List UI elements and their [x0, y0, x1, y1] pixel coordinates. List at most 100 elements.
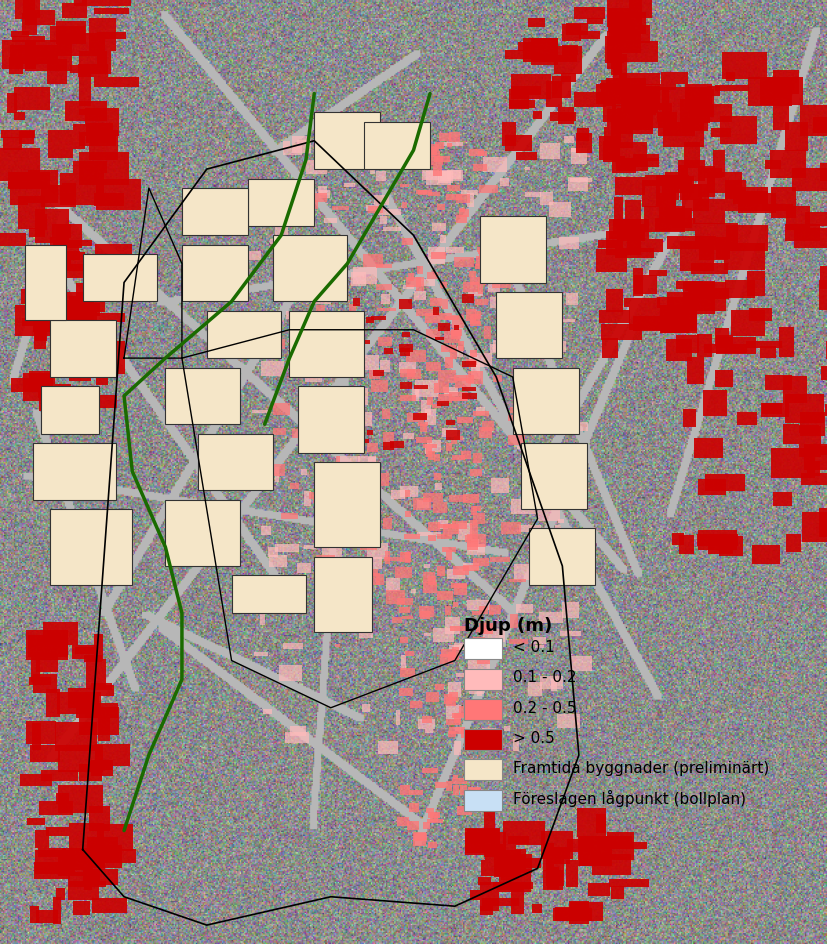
- Bar: [56, 252, 79, 261]
- Bar: [508, 435, 524, 446]
- Bar: [399, 185, 409, 188]
- Bar: [473, 412, 489, 416]
- Polygon shape: [33, 444, 116, 500]
- Polygon shape: [364, 123, 430, 170]
- Bar: [801, 513, 827, 542]
- Bar: [813, 118, 827, 134]
- Bar: [27, 818, 45, 825]
- Polygon shape: [314, 463, 380, 548]
- Bar: [428, 248, 445, 264]
- Bar: [338, 433, 361, 449]
- Bar: [447, 144, 452, 148]
- Bar: [290, 483, 299, 490]
- Bar: [397, 598, 413, 605]
- Bar: [698, 531, 737, 550]
- Bar: [463, 565, 479, 571]
- Bar: [428, 535, 436, 541]
- Bar: [625, 201, 641, 231]
- Bar: [473, 637, 485, 646]
- Bar: [467, 293, 483, 296]
- Bar: [533, 904, 542, 913]
- Bar: [12, 32, 30, 39]
- Bar: [504, 820, 545, 845]
- Bar: [375, 196, 389, 206]
- Bar: [382, 410, 390, 419]
- Bar: [371, 574, 380, 585]
- Bar: [316, 363, 328, 378]
- Bar: [557, 714, 581, 728]
- Bar: [476, 312, 481, 320]
- Polygon shape: [50, 321, 116, 378]
- Bar: [26, 11, 55, 25]
- Bar: [552, 538, 569, 546]
- Polygon shape: [182, 245, 248, 302]
- Bar: [94, 78, 139, 88]
- Bar: [446, 430, 460, 441]
- Bar: [785, 225, 820, 242]
- Bar: [519, 525, 542, 532]
- Bar: [462, 387, 476, 392]
- Bar: [284, 146, 302, 156]
- Bar: [292, 137, 311, 154]
- Bar: [454, 326, 460, 331]
- Bar: [418, 191, 432, 195]
- Bar: [715, 86, 749, 92]
- Bar: [301, 470, 307, 475]
- Bar: [69, 355, 91, 381]
- Bar: [466, 828, 500, 855]
- Bar: [607, 50, 621, 70]
- Bar: [368, 207, 383, 213]
- Bar: [528, 682, 542, 697]
- Bar: [437, 592, 452, 600]
- Bar: [304, 492, 311, 507]
- Bar: [749, 309, 772, 322]
- Bar: [417, 266, 423, 276]
- Bar: [616, 160, 648, 172]
- Bar: [386, 579, 400, 592]
- Bar: [540, 143, 560, 160]
- Bar: [570, 656, 591, 672]
- Bar: [683, 410, 696, 428]
- Bar: [266, 590, 280, 600]
- Bar: [435, 143, 444, 150]
- Bar: [676, 335, 700, 354]
- Bar: [432, 405, 441, 409]
- Bar: [95, 745, 131, 766]
- Bar: [449, 692, 457, 701]
- Bar: [471, 539, 479, 549]
- Bar: [381, 295, 390, 305]
- Bar: [537, 57, 577, 63]
- Bar: [633, 276, 657, 295]
- Bar: [578, 423, 588, 431]
- Bar: [786, 207, 810, 230]
- Bar: [430, 814, 437, 822]
- Bar: [490, 232, 495, 238]
- Bar: [452, 455, 465, 461]
- Bar: [411, 589, 416, 593]
- Bar: [667, 237, 703, 250]
- Bar: [636, 85, 676, 91]
- Bar: [370, 370, 380, 379]
- Bar: [467, 600, 490, 610]
- Bar: [416, 310, 436, 317]
- Bar: [392, 617, 402, 623]
- Bar: [619, 74, 661, 86]
- Bar: [617, 225, 644, 242]
- Bar: [511, 75, 551, 100]
- Bar: [332, 286, 341, 295]
- Bar: [415, 191, 427, 194]
- Bar: [376, 264, 392, 269]
- Bar: [489, 283, 500, 293]
- Bar: [528, 19, 546, 27]
- Bar: [746, 342, 782, 348]
- Bar: [704, 169, 722, 179]
- Bar: [554, 847, 571, 864]
- Bar: [571, 148, 587, 165]
- Text: Djup (m): Djup (m): [464, 616, 552, 634]
- Bar: [14, 113, 26, 121]
- Bar: [423, 632, 432, 636]
- Bar: [595, 85, 609, 105]
- Bar: [438, 525, 452, 529]
- Bar: [21, 774, 52, 786]
- Bar: [801, 473, 827, 485]
